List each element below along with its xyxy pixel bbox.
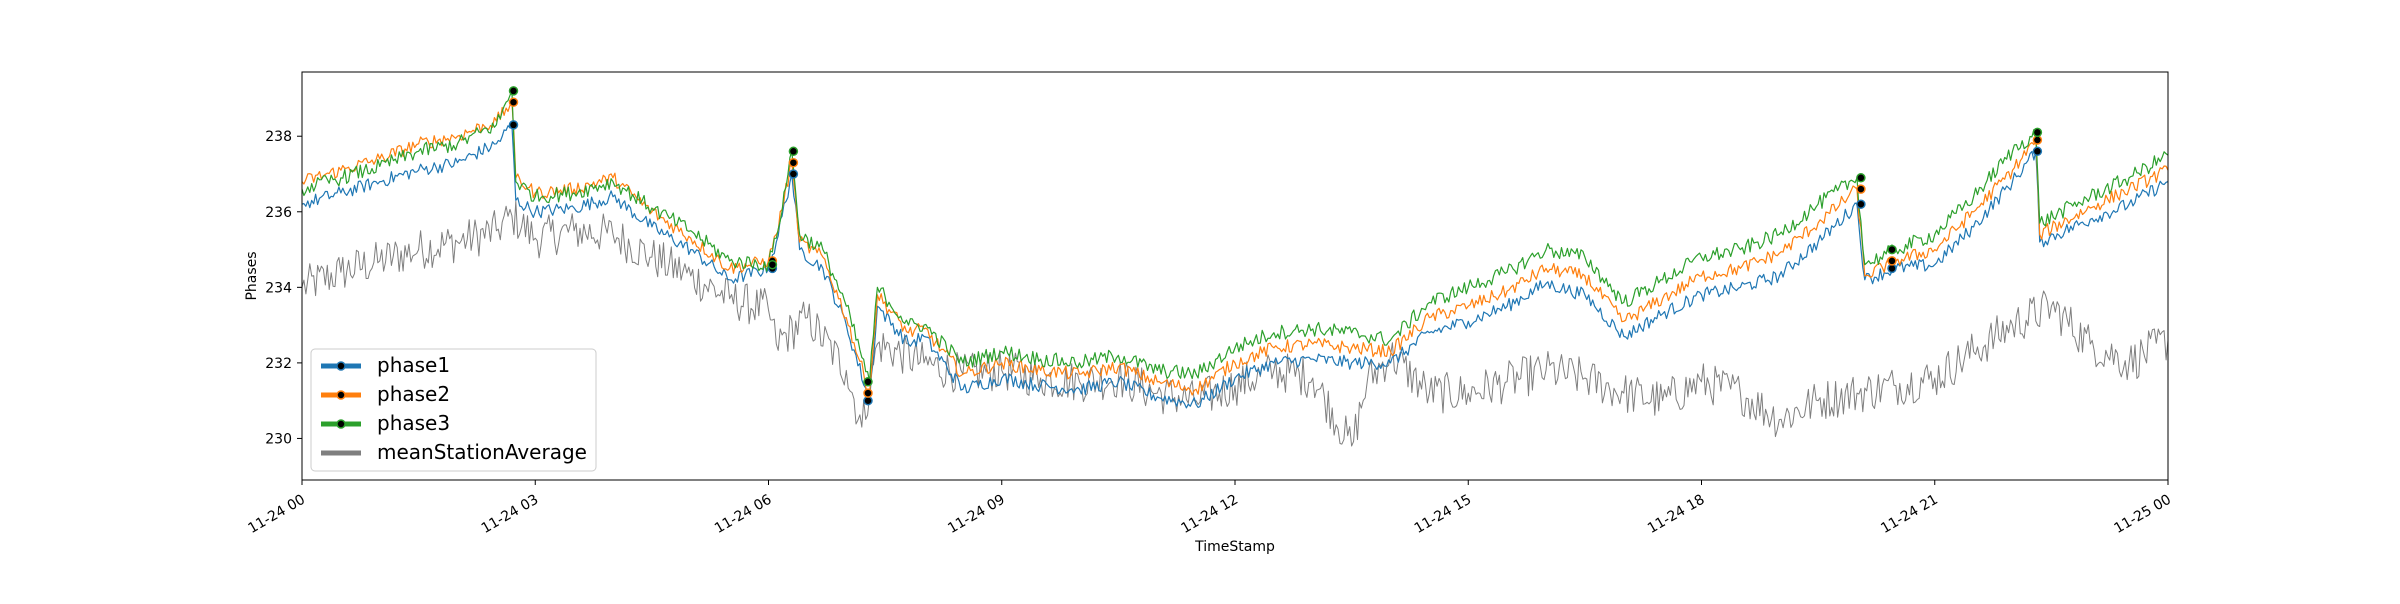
y-tick-label: 238 xyxy=(265,129,292,145)
x-tick-label: 11-24 00 xyxy=(245,492,308,537)
legend-marker-phase2 xyxy=(336,390,346,400)
legend-label-meanStationAverage: meanStationAverage xyxy=(377,440,587,464)
y-tick-label: 234 xyxy=(265,280,292,296)
marker-phase2 xyxy=(1887,256,1897,266)
marker-phase3 xyxy=(863,377,873,387)
legend-label-phase1: phase1 xyxy=(377,353,450,377)
series-line-phase3 xyxy=(301,90,2169,383)
x-tick-label: 11-24 12 xyxy=(1178,492,1241,537)
y-axis: 230 232 234 236 238 xyxy=(265,129,302,447)
marker-phase3 xyxy=(508,86,519,96)
y-tick-label: 230 xyxy=(265,431,292,447)
marker-phase2 xyxy=(863,388,873,398)
marker-phase1 xyxy=(2032,146,2043,157)
x-tick-label: 11-25 00 xyxy=(2111,492,2174,537)
marker-phase1 xyxy=(1856,199,1866,209)
marker-phase1 xyxy=(863,395,873,406)
x-tick-label: 11-24 21 xyxy=(1878,492,1941,537)
marker-phase2 xyxy=(788,157,799,168)
marker-phase2 xyxy=(508,97,519,107)
x-tick-label: 11-24 15 xyxy=(1412,492,1475,537)
marker-phase3 xyxy=(1887,244,1897,255)
marker-phase3 xyxy=(1856,173,1866,183)
x-tick-label: 11-24 18 xyxy=(1645,492,1708,537)
y-tick-label: 232 xyxy=(265,356,292,372)
x-tick-label: 11-24 06 xyxy=(712,492,775,537)
legend-label-phase2: phase2 xyxy=(377,382,450,406)
series-markers xyxy=(508,86,2043,406)
marker-phase2 xyxy=(2032,135,2043,145)
marker-phase1 xyxy=(788,169,799,179)
marker-phase3 xyxy=(767,259,778,270)
legend: phase1 phase2 phase3 meanStationAverage xyxy=(310,348,597,472)
marker-phase1 xyxy=(508,120,519,130)
legend-marker-phase1 xyxy=(336,361,346,371)
x-tick-label: 11-24 03 xyxy=(479,492,542,537)
x-axis: 11-24 00 11-24 03 11-24 06 11-24 09 11-24 12… xyxy=(245,480,2174,537)
x-tick-label: 11-24 09 xyxy=(945,492,1008,537)
marker-phase3 xyxy=(788,146,799,157)
y-tick-label: 236 xyxy=(265,205,292,221)
series-line-meanStationAverage xyxy=(301,200,2169,447)
legend-label-phase3: phase3 xyxy=(377,411,450,435)
legend-box xyxy=(310,348,597,472)
marker-phase3 xyxy=(2032,127,2043,138)
y-axis-label: Phases xyxy=(244,251,260,300)
x-axis-label: TimeStamp xyxy=(1194,539,1275,555)
legend-marker-phase3 xyxy=(336,419,346,429)
marker-phase2 xyxy=(1856,184,1866,194)
